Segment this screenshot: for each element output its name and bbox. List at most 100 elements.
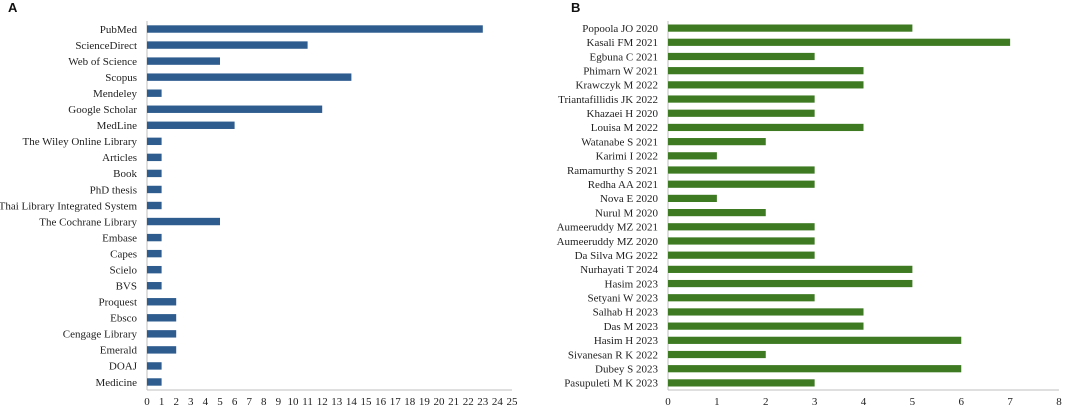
panel-a-tick-label-5: 5 [217,396,223,408]
panel-b-bar-21 [668,322,864,330]
panel-a-category-label-19: Cengage Library [63,329,138,341]
panel-b-bar-24 [668,365,962,373]
panel-a-bar-7 [147,137,162,146]
panel-b-bar-13 [668,209,766,217]
panel-a-tick-label-23: 23 [477,396,489,408]
panel-b-category-label-6: Khazaei H 2020 [587,108,659,120]
panel-a-category-label-9: Book [113,168,137,180]
panel-b-category-label-19: Setyani W 2023 [588,293,659,305]
panel-a-category-label-4: Mendeley [93,88,137,100]
panel-a-bar-4 [147,89,162,97]
panel-a-tick-label-8: 8 [261,396,267,408]
panel-a-bar-19 [147,330,177,338]
panel-a-category-label-16: BVS [116,281,137,293]
panel-b-category-label-24: Dubey S 2023 [595,364,658,376]
panel-a-category-label-21: DOAJ [109,361,138,373]
panel-a-bar-6 [147,121,235,129]
panel-a-tick-label-10: 10 [288,396,300,408]
panel-b-category-label-22: Hasim H 2023 [594,335,659,347]
panel-b-tick-label-7: 7 [1007,396,1013,408]
panel-a-tick-label-6: 6 [232,396,238,408]
panel-b-category-label-13: Nurul M 2020 [595,207,658,219]
panel-a-tick-label-0: 0 [144,396,150,408]
panel-b-tick-label-2: 2 [763,396,769,408]
panel-a-tick-label-3: 3 [188,396,194,408]
panel-a-category-label-6: MedLine [97,120,137,132]
panel-b-category-label-7: Louisa M 2022 [591,122,658,134]
panel-b-bar-15 [668,237,815,245]
panel-b-category-label-18: Hasim 2023 [605,278,659,290]
panel-a-category-label-11: Thai Library Integrated System [0,200,137,212]
panel-a-bar-1 [147,41,308,49]
panel-b-bar-16 [668,251,815,259]
panel-b-bar-1 [668,38,1011,46]
panel-b-category-label-17: Nurhayati T 2024 [580,264,658,276]
panel-b-category-label-15: Aumeeruddy MZ 2020 [557,236,659,248]
panel-b-bar-11 [668,180,815,188]
panel-a-category-label-15: Scielo [110,264,138,276]
panel-a-bar-22 [147,378,162,386]
panel-b-bar-12 [668,194,717,202]
panel-a-tick-label-21: 21 [448,396,459,408]
panel-b-bar-19 [668,294,815,302]
panel-b-tick-label-8: 8 [1056,396,1062,408]
panel-b-tick-label-6: 6 [959,396,965,408]
panel-a-bar-8 [147,153,162,162]
panel-b-category-label-21: Das M 2023 [604,321,659,333]
panel-a-bar-11 [147,201,162,210]
panel-a-tick-label-1: 1 [159,396,165,408]
panel-b-bar-6 [668,109,815,117]
panel-a-bar-16 [147,282,162,290]
panel-a-tick-label-13: 13 [331,396,343,408]
panel-a-category-label-2: Web of Science [68,56,137,68]
panel-a-category-label-10: PhD thesis [90,184,137,196]
panel-b-tick-label-3: 3 [812,396,818,408]
panel-a-category-label-0: PubMed [100,24,138,36]
panel-b-category-label-16: Da Silva MG 2022 [575,250,658,262]
panel-b-category-label-8: Watanabe S 2021 [581,136,658,148]
panel-b-bar-8 [668,138,766,146]
panel-b-bar-25 [668,379,815,387]
panel-a-tick-label-19: 19 [419,396,431,408]
panel-a-tick-label-25: 25 [507,396,519,408]
panel-a-category-label-12: The Cochrane Library [39,216,137,228]
panel-b-bar-22 [668,336,962,344]
panel-b-category-label-23: Sivanesan R K 2022 [568,349,658,361]
panel-b-category-label-9: Karimi I 2022 [596,151,658,163]
panel-b-bar-14 [668,223,815,231]
panel-a-tick-label-9: 9 [276,396,282,408]
panel-a-category-label-17: Proquest [99,297,138,309]
panel-a-category-label-18: Ebsco [110,313,137,325]
panel-b-bar-2 [668,52,815,61]
panel-b-bar-7 [668,123,864,132]
panel-b-category-label-5: Triantafillidis JK 2022 [558,94,658,106]
panel-a-tick-label-7: 7 [246,396,252,408]
panel-a-bar-20 [147,346,177,354]
panel-a-tick-label-24: 24 [492,396,504,408]
panel-b-tick-label-4: 4 [861,396,867,408]
panel-a-label: A [8,0,18,15]
panel-b-category-label-11: Redha AA 2021 [588,179,658,191]
panel-a-category-label-3: Scopus [105,72,137,84]
panel-b-category-label-12: Nova E 2020 [600,193,659,205]
panel-a-category-label-7: The Wiley Online Library [22,136,137,148]
panel-a-bar-0 [147,25,483,33]
panel-a-tick-label-12: 12 [317,396,328,408]
panel-b-category-label-0: Popoola JO 2020 [582,23,658,35]
panel-b-category-label-3: Phimarn W 2021 [583,65,658,77]
panel-a-category-label-22: Medicine [95,377,137,389]
panel-a-category-label-14: Capes [110,248,137,260]
panel-a-tick-label-2: 2 [173,396,179,408]
panel-a-tick-label-22: 22 [463,396,474,408]
panel-a-bar-2 [147,57,220,65]
panel-b-category-label-25: Pasupuleti M K 2023 [564,378,658,390]
panel-a-bar-5 [147,105,323,113]
panel-a-tick-label-15: 15 [361,396,373,408]
panel-b-bar-4 [668,81,864,89]
panel-a-bar-21 [147,362,162,370]
panel-b-bar-9 [668,152,717,160]
panel-b-category-label-1: Kasali FM 2021 [587,37,659,49]
panel-a-category-label-1: ScienceDirect [75,40,137,52]
panel-a-chart: A PubMed ScienceDirect Web of Science Scopus… [0,0,518,408]
